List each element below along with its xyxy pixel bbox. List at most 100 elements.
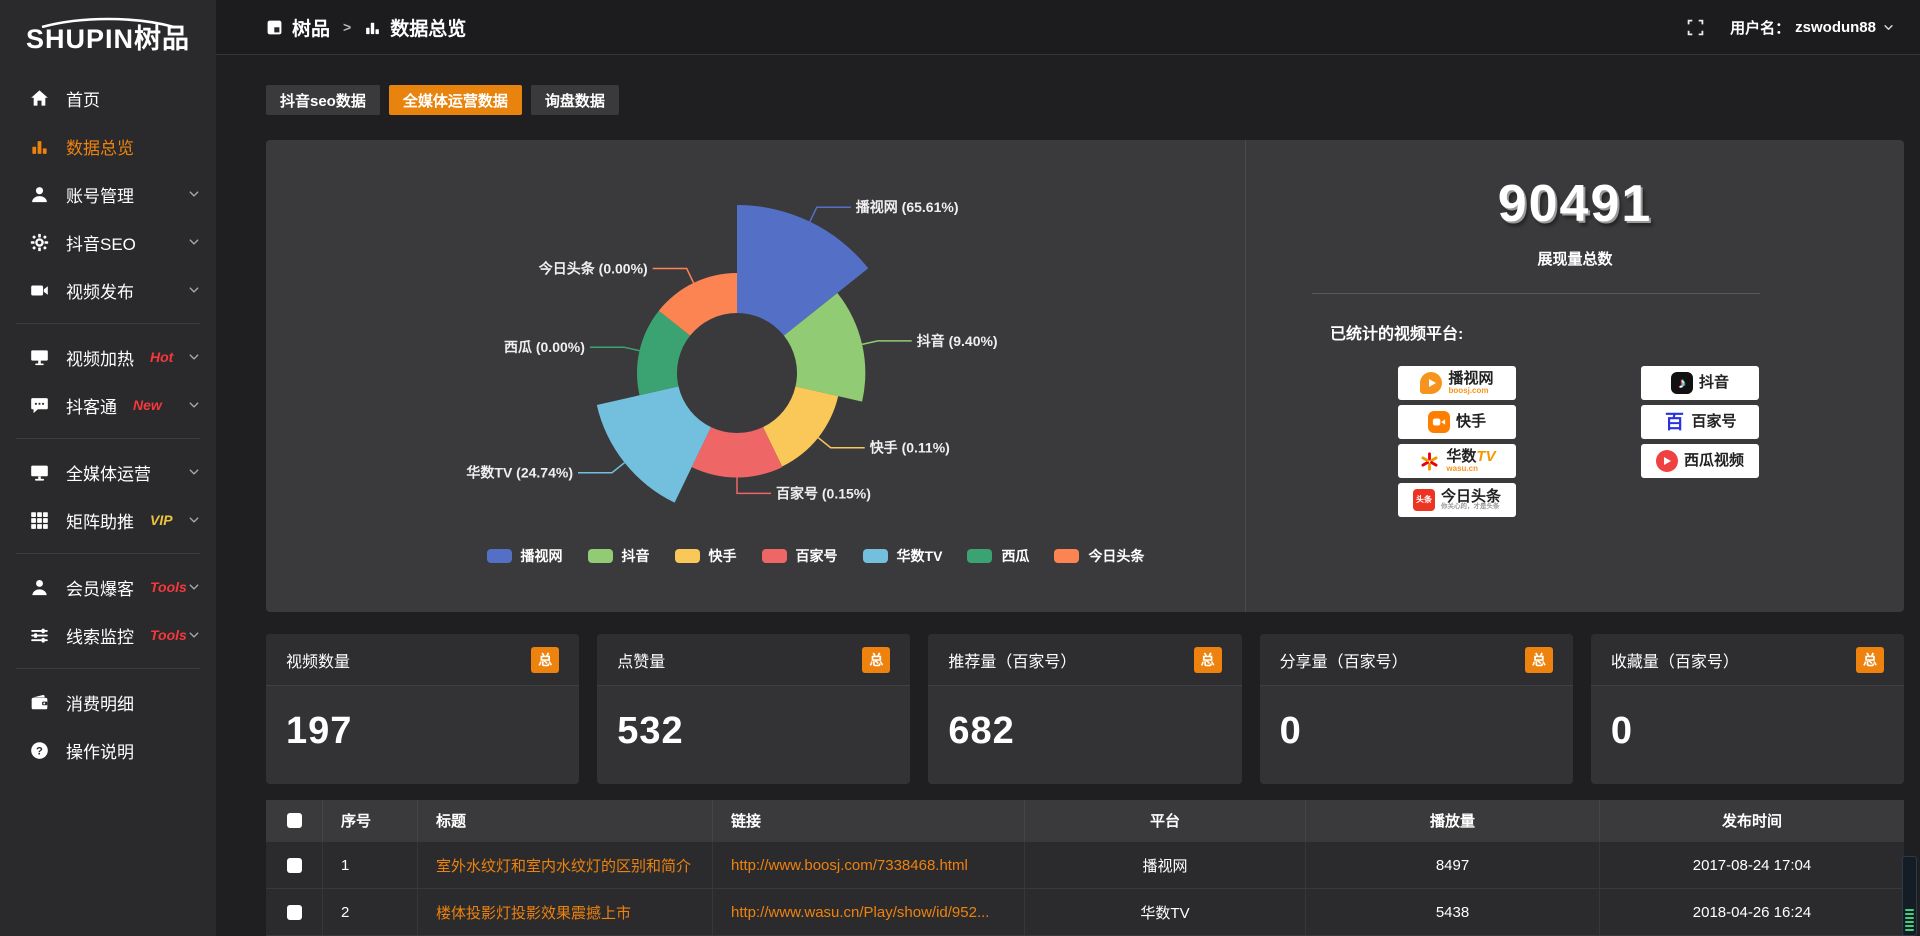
pie-label-line [861, 340, 912, 346]
sidebar-item-clue-monitor[interactable]: 线索监控 Tools [0, 611, 216, 659]
sidebar-item-video-publish[interactable]: 视频发布 [0, 266, 216, 314]
pie-label: 今日头条 (0.00%) [538, 261, 648, 277]
column-header-0: 序号 [322, 800, 417, 841]
breadcrumb-current[interactable]: 数据总览 [390, 18, 467, 40]
sidebar-item-douyin-seo[interactable]: 抖音SEO [0, 218, 216, 266]
user-menu[interactable]: 用户名： zswodun88 [1730, 17, 1894, 38]
fullscreen-icon[interactable] [1687, 19, 1704, 36]
platform-card-toutiao[interactable]: 头条 今日头条 你关心的，才是头条 [1398, 483, 1516, 517]
total-badge[interactable]: 总 [862, 646, 891, 673]
sidebar-item-consume-detail[interactable]: 消费明细 [0, 678, 216, 726]
legend-item-4[interactable]: 华数TV [862, 546, 942, 566]
legend-item-3[interactable]: 百家号 [761, 546, 838, 566]
summary-divider [1312, 293, 1760, 294]
sidebar-item-account-manage[interactable]: 账号管理 [0, 170, 216, 218]
pie-slice-4[interactable] [596, 386, 711, 503]
data-tabs: 抖音seo数据 全媒体运营数据 询盘数据 [266, 85, 1904, 115]
platform-card-wasu[interactable]: 华数TV wasu.cn [1398, 444, 1516, 478]
sidebar-item-home[interactable]: 首页 [0, 74, 216, 122]
sidebar-item-data-overview[interactable]: 数据总览 [0, 122, 216, 170]
cell-plays: 5438 [1305, 889, 1599, 935]
stat-card-2: 推荐量（百家号） 总 682 [928, 634, 1242, 784]
sidebar-item-label: 矩阵助推 [66, 512, 134, 532]
platform-subtext: 你关心的，才是头条 [1440, 503, 1500, 511]
tab-0[interactable]: 抖音seo数据 [266, 85, 380, 115]
platform-name: 西瓜视频 [1683, 452, 1744, 470]
kuaishou-icon [1427, 411, 1450, 433]
chevron-down-icon [188, 629, 200, 641]
video-title-link[interactable]: 室外水纹灯和室内水纹灯的区别和简介 [436, 857, 692, 875]
chevron-down-icon [188, 236, 200, 248]
svg-text:?: ? [36, 745, 43, 757]
platform-card-boosj[interactable]: 播视网 boosj.com [1398, 366, 1516, 400]
pie-slice-5[interactable] [636, 310, 691, 396]
platform-card-baijiahao[interactable]: 百百家号 [1641, 405, 1759, 439]
widget-bar [1905, 929, 1914, 931]
sidebar-item-label: 账号管理 [66, 186, 134, 206]
pie-slice-1[interactable] [783, 293, 866, 402]
floating-widget[interactable] [1902, 856, 1917, 936]
sidebar-item-member-baoke[interactable]: 会员爆客 Tools [0, 563, 216, 611]
platform-card-kuaishou[interactable]: 快手 [1398, 405, 1516, 439]
legend-label: 今日头条 [1088, 548, 1145, 564]
chart-bars-icon [364, 19, 381, 36]
video-url-link[interactable]: http://www.boosj.com/7338468.html [731, 856, 968, 874]
baijiahao-icon: 百 [1664, 411, 1684, 433]
tab-2[interactable]: 询盘数据 [530, 85, 619, 115]
breadcrumb-root[interactable]: 树品 [292, 18, 331, 40]
legend-item-0[interactable]: 播视网 [486, 546, 563, 566]
stat-card-header: 分享量（百家号） 总 [1259, 634, 1573, 686]
chevron-down-icon [188, 466, 200, 478]
chevron-down-icon [188, 188, 200, 200]
total-badge[interactable]: 总 [1524, 646, 1553, 673]
home-icon [30, 89, 49, 108]
legend-item-6[interactable]: 今日头条 [1054, 546, 1144, 566]
video-url-link[interactable]: http://www.wasu.cn/Play/show/id/952... [731, 903, 990, 921]
table-row-1: 2 楼体投影灯投影效果震撼上市 http://www.wasu.cn/Play/sh… [266, 888, 1904, 935]
sidebar-item-video-heat[interactable]: 视频加热 Hot [0, 333, 216, 381]
legend-swatch [1054, 549, 1080, 563]
app-logo[interactable]: SHUPIN树品 [0, 0, 216, 64]
platform-name: 播视网 [1448, 369, 1494, 387]
tab-1[interactable]: 全媒体运营数据 [388, 85, 522, 115]
cell-seq: 2 [322, 889, 417, 935]
monitor-icon [30, 463, 49, 482]
pie-slice-3[interactable] [691, 427, 783, 478]
legend-swatch [486, 549, 512, 563]
row-checkbox[interactable] [286, 904, 302, 920]
sidebar-divider [16, 438, 200, 439]
douyin-icon: ♪ [1670, 372, 1693, 394]
app-logo-text: SHUPIN树品 [25, 24, 190, 54]
total-badge[interactable]: 总 [1193, 646, 1222, 673]
sidebar-item-label: 抖客通 [66, 397, 117, 417]
pie-slice-2[interactable] [763, 386, 839, 467]
platform-subtext: boosj.com [1448, 385, 1489, 395]
sidebar-item-douketong[interactable]: 抖客通 New [0, 381, 216, 429]
pie-slice-0[interactable] [737, 205, 869, 336]
legend-item-2[interactable]: 快手 [674, 546, 737, 566]
select-all-checkbox[interactable] [286, 813, 302, 828]
pie-label-line [589, 346, 640, 352]
pie-label-line [736, 477, 771, 495]
sidebar-item-label: 视频发布 [66, 282, 134, 302]
pie-label: 百家号 (0.15%) [776, 485, 871, 501]
sidebar-item-matrix-boost[interactable]: 矩阵助推 VIP [0, 496, 216, 544]
pie-slice-6[interactable] [658, 273, 737, 336]
row-checkbox[interactable] [286, 857, 302, 873]
breadcrumb-separator: > [343, 19, 352, 35]
platform-card-douyin[interactable]: ♪ 抖音 [1641, 366, 1759, 400]
legend-item-5[interactable]: 西瓜 [967, 546, 1029, 566]
sidebar-item-media-operation[interactable]: 全媒体运营 [0, 448, 216, 496]
sidebar-item-label: 会员爆客 [66, 579, 134, 599]
sidebar-nav: 首页 数据总览 账号管理 抖音SEO 视频发布 视频加热 Hot 抖客通 New 全媒体运营 矩阵助… [0, 64, 216, 774]
video-title-link[interactable]: 楼体投影灯投影效果震撼上市 [436, 904, 632, 922]
sliders-icon [30, 626, 49, 645]
sidebar-item-operation-guide[interactable]: ? 操作说明 [0, 726, 216, 774]
total-badge[interactable]: 总 [531, 646, 560, 673]
rose-pie-chart: 播视网 (65.61%) 抖音 (9.40%) 快手 (0.11%) 百家号 (0.1… [466, 199, 998, 503]
total-badge[interactable]: 总 [1856, 646, 1885, 673]
legend-item-1[interactable]: 抖音 [587, 546, 650, 566]
platform-card-xigua[interactable]: 西瓜视频 [1641, 444, 1759, 478]
pie-label: 快手 (0.11%) [870, 440, 950, 456]
